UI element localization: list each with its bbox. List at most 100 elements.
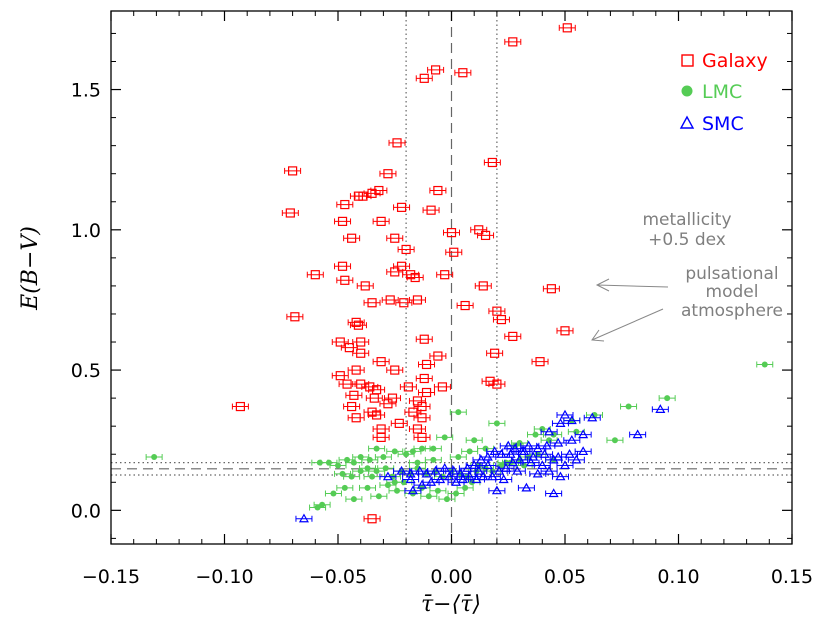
legend-smc-marker <box>679 115 695 129</box>
galaxy-point <box>481 376 499 386</box>
galaxy-marker <box>376 432 386 442</box>
smc-marker <box>491 485 502 495</box>
arrow-metallicity <box>596 284 669 288</box>
galaxy-marker <box>351 317 361 327</box>
galaxy-point <box>379 169 397 179</box>
lmc-point <box>377 465 395 472</box>
lmc-marker <box>373 468 380 475</box>
lmc-marker <box>382 465 389 472</box>
lmc-marker <box>443 496 450 503</box>
lmc-marker <box>471 437 478 444</box>
lmc-marker <box>364 465 371 472</box>
lmc-marker <box>455 454 462 461</box>
smc-marker <box>510 443 521 453</box>
galaxy-marker <box>335 337 345 347</box>
lmc-point <box>370 493 388 500</box>
smc-marker <box>555 471 566 481</box>
galaxy-point <box>286 312 304 322</box>
lmc-point <box>438 496 456 503</box>
smc-point <box>551 418 569 427</box>
lmc-marker <box>335 462 341 469</box>
galaxy-point <box>415 73 433 83</box>
legend-lmc-label: LMC <box>702 81 742 103</box>
galaxy-point <box>443 228 460 238</box>
smc-marker <box>451 477 462 486</box>
lmc-marker <box>369 473 376 480</box>
galaxy-marker <box>417 413 427 423</box>
galaxy-marker <box>290 312 300 322</box>
smc-marker <box>421 468 432 478</box>
galaxy-marker <box>433 351 443 361</box>
galaxy-point <box>390 418 408 428</box>
lmc-point <box>386 479 404 486</box>
galaxy-point <box>349 191 367 201</box>
galaxy-point <box>429 351 447 361</box>
galaxy-marker <box>285 208 295 218</box>
x-tick-label: −0.15 <box>82 566 140 588</box>
smc-point <box>472 454 490 464</box>
lmc-point <box>420 493 438 500</box>
lmc-marker <box>394 487 401 494</box>
galaxy-marker <box>353 191 364 201</box>
smc-marker <box>523 440 534 450</box>
galaxy-point <box>352 348 370 358</box>
galaxy-marker <box>437 382 448 392</box>
galaxy-point <box>331 371 349 381</box>
galaxy-marker <box>347 233 357 243</box>
galaxy-marker <box>392 138 402 148</box>
galaxy-point <box>415 373 433 384</box>
x-tick-label: −0.05 <box>309 566 367 588</box>
galaxy-marker <box>433 185 443 196</box>
galaxy-point <box>470 225 488 235</box>
smc-marker <box>494 465 505 475</box>
galaxy-marker <box>390 233 400 243</box>
smc-marker <box>553 437 564 447</box>
pulsational-annotation: pulsational model atmosphere <box>681 264 783 321</box>
smc-marker <box>482 460 493 470</box>
galaxy-point <box>531 357 549 367</box>
galaxy-point <box>492 314 510 325</box>
y-tick-label: 0.0 <box>71 500 101 522</box>
galaxy-point <box>393 202 411 212</box>
lmc-marker <box>319 501 326 508</box>
smc-marker <box>537 460 548 470</box>
lmc-marker <box>380 454 387 461</box>
galaxy-marker <box>371 410 382 420</box>
lmc-marker <box>430 456 437 463</box>
galaxy-point <box>474 281 492 291</box>
galaxy-point <box>504 331 522 342</box>
smc-marker <box>566 434 577 444</box>
lmc-point <box>352 454 370 461</box>
galaxy-point <box>399 382 417 392</box>
smc-point <box>574 429 592 439</box>
galaxy-marker <box>340 199 350 210</box>
galaxy-point <box>422 205 440 215</box>
lmc-point <box>324 490 342 497</box>
galaxy-marker <box>394 418 404 428</box>
galaxy-point <box>334 216 352 226</box>
galaxy-point <box>370 185 388 196</box>
galaxy-marker <box>356 337 366 347</box>
lmc-marker <box>151 454 158 461</box>
smc-marker <box>528 451 539 461</box>
smc-point <box>538 440 556 450</box>
galaxy-point <box>406 272 424 283</box>
galaxy-marker <box>367 298 377 308</box>
galaxy-point <box>284 166 302 176</box>
smc-point <box>545 488 563 498</box>
galaxy-marker <box>421 387 432 398</box>
galaxy-marker <box>419 334 429 344</box>
smc-point <box>470 465 488 475</box>
lmc-marker <box>357 454 364 461</box>
lmc-point <box>756 361 774 368</box>
galaxy-marker <box>403 382 413 392</box>
lmc-point <box>345 496 363 503</box>
smc-marker <box>505 449 516 458</box>
galaxy-marker <box>478 281 488 291</box>
galaxy-marker <box>367 188 377 198</box>
galaxy-marker <box>508 331 518 342</box>
galaxy-marker <box>390 365 400 375</box>
smc-marker <box>462 463 473 472</box>
galaxy-point <box>334 261 352 271</box>
lmc-marker <box>350 496 357 503</box>
